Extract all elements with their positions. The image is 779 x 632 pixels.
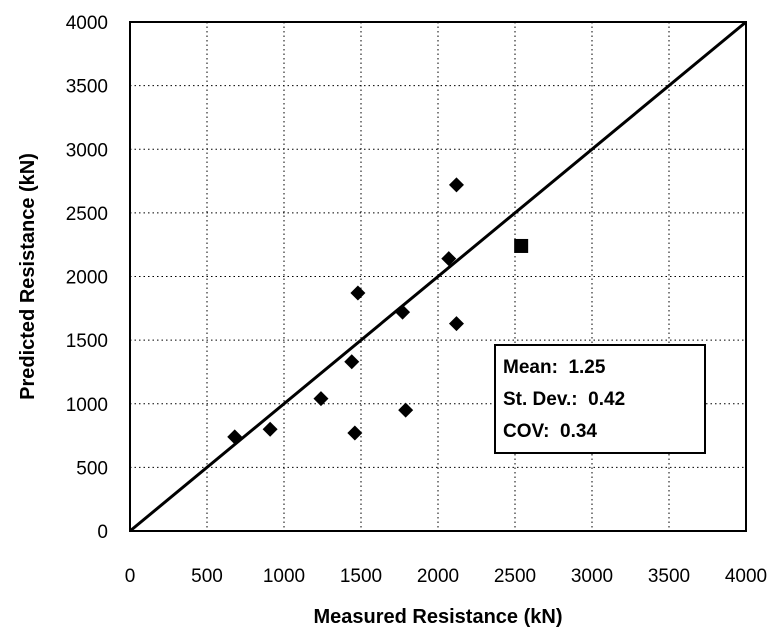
x-tick-label: 1000	[263, 566, 305, 587]
x-axis-ticks: 0 500 1000 1500 2000 2500 3000 3500 4000	[125, 566, 767, 587]
data-points	[227, 177, 529, 445]
x-tick-label: 2500	[494, 566, 536, 587]
x-tick-label: 500	[191, 566, 223, 587]
plot-area-frame	[129, 21, 747, 532]
x-tick-label: 3500	[648, 566, 690, 587]
statistics-box-frame	[494, 344, 706, 454]
data-point-diamond	[441, 251, 457, 267]
one-to-one-reference-line	[129, 20, 747, 533]
x-tick-label: 2000	[417, 566, 459, 587]
data-point-diamond	[448, 316, 464, 332]
y-axis-title: Predicted Resistance (kN)	[17, 153, 39, 400]
statistics-mean: Mean: 1.25	[503, 357, 606, 378]
y-tick-label: 2500	[66, 204, 108, 225]
data-point-diamond	[227, 429, 243, 445]
y-tick-label: 3000	[66, 140, 108, 161]
data-point-diamond	[398, 402, 414, 418]
y-axis-ticks: 0 500 1000 1500 2000 2500 3000 3500 4000	[66, 13, 108, 543]
data-point-diamond	[448, 177, 464, 193]
y-tick-label: 4000	[66, 13, 108, 34]
y-tick-label: 3500	[66, 77, 108, 98]
y-tick-label: 1000	[66, 395, 108, 416]
y-tick-label: 2000	[66, 268, 108, 289]
statistics-box: Mean: 1.25 St. Dev.: 0.42 COV: 0.34	[494, 344, 706, 454]
y-tick-label: 0	[97, 522, 108, 543]
data-point-diamond	[344, 354, 360, 370]
x-tick-label: 0	[125, 566, 136, 587]
statistics-std-dev: St. Dev.: 0.42	[503, 389, 625, 410]
y-tick-label: 1500	[66, 331, 108, 352]
data-point-square	[514, 238, 529, 253]
data-point-diamond	[347, 425, 363, 441]
data-point-diamond	[262, 421, 278, 437]
x-tick-label: 1500	[340, 566, 382, 587]
data-point-diamond	[350, 285, 366, 301]
y-tick-label: 500	[76, 458, 108, 479]
statistics-cov: COV: 0.34	[503, 421, 597, 442]
x-axis-title: Measured Resistance (kN)	[314, 606, 563, 628]
x-tick-label: 3000	[571, 566, 613, 587]
data-point-diamond	[395, 304, 411, 320]
data-point-diamond	[313, 391, 329, 407]
x-tick-label: 4000	[725, 566, 767, 587]
